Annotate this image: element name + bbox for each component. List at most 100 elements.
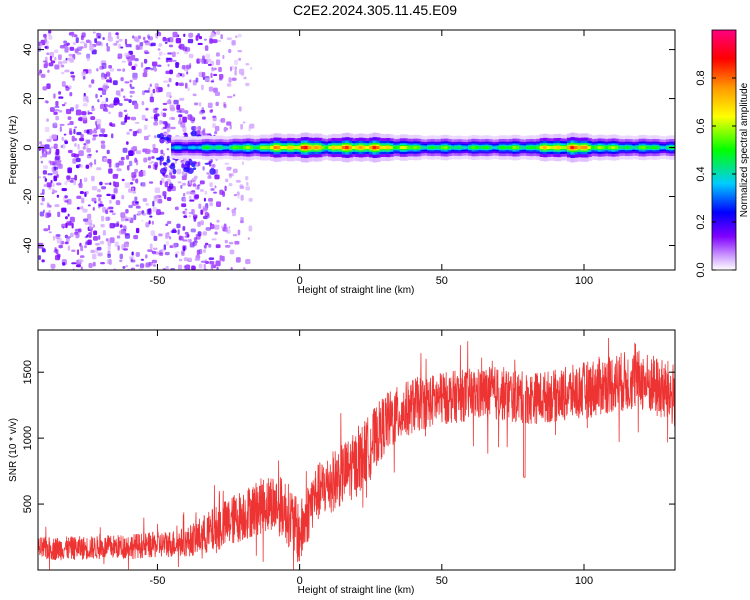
- spectrogram-noise-cell: [195, 255, 201, 260]
- spectrogram-noise-cell: [108, 162, 112, 168]
- spectrogram-noise-cell: [201, 129, 205, 135]
- spectrogram-ridge-cell: [253, 146, 258, 149]
- spectrogram-noise-cell: [159, 180, 163, 186]
- colorbar: 0.0 0.2 0.4 0.6 0.8 Normalized spectral ampl…: [695, 29, 750, 278]
- spectrogram-noise-cell: [74, 174, 77, 181]
- spectrogram-noise-cell: [71, 262, 77, 265]
- spectrogram-noise-cell: [184, 235, 190, 239]
- spectrogram-noise-cell: [198, 36, 203, 40]
- spectrogram-noise-cell: [69, 46, 75, 51]
- spectrogram-noise-cell: [134, 103, 139, 110]
- spectrogram-noise-cell: [154, 161, 159, 168]
- spectrogram-ridge-cell: [375, 145, 381, 150]
- spectrogram-noise-cell: [192, 93, 197, 97]
- spectrogram-noise-cell: [122, 265, 126, 269]
- spectrogram-noise-cell: [84, 245, 87, 249]
- spectrogram-noise-cell: [164, 251, 170, 256]
- spectrogram-noise-cell: [147, 208, 151, 214]
- spectrogram-noise-cell: [148, 134, 151, 137]
- spectrogram-noise-cell: [161, 127, 165, 130]
- spectrogram-ridge-cell: [215, 146, 221, 149]
- spectrogram-noise-cell: [111, 212, 116, 216]
- y-tick-label: 1500: [22, 360, 34, 384]
- spectrogram-noise-cell: [66, 220, 72, 226]
- spectrogram-noise-cell: [132, 35, 135, 39]
- spectrogram-ridge-cell: [526, 146, 531, 149]
- spectrogram-noise-cell: [181, 171, 185, 175]
- spectrogram-noise-cell: [102, 85, 108, 91]
- spectrogram-noise-cell: [102, 37, 105, 41]
- spectrogram-noise-cell: [240, 194, 244, 201]
- spectrogram-noise-cell: [160, 111, 163, 117]
- spectrogram-noise-cell: [87, 239, 92, 246]
- spectrogram-noise-cell: [183, 33, 186, 37]
- spectrogram-noise-cell: [210, 188, 215, 191]
- spectrogram-noise-cell: [170, 175, 176, 179]
- spectrogram-noise-cell: [101, 72, 105, 79]
- spectrogram-noise-cell: [183, 215, 187, 218]
- chart-title: C2E2.2024.305.11.45.E09: [293, 2, 457, 18]
- spectrogram-noise-cell: [165, 70, 171, 75]
- spectrogram-noise-cell: [113, 43, 118, 46]
- spectrogram-noise-cell: [96, 167, 102, 171]
- spectrogram-noise-cell: [69, 31, 75, 36]
- spectrogram-noise-cell: [168, 169, 173, 173]
- spectrogram-noise-cell: [139, 263, 145, 269]
- spectrogram-noise-cell: [48, 62, 54, 67]
- spectrogram-noise-cell: [224, 185, 227, 192]
- spectrogram-noise-cell: [75, 104, 78, 110]
- spectrogram-noise-cell: [210, 265, 214, 270]
- spectrogram-noise-cell: [80, 245, 84, 252]
- spectrogram-noise-cell: [154, 135, 157, 139]
- spectrogram-ridge-cell: [512, 146, 518, 149]
- spectrogram-noise-cell: [166, 158, 171, 164]
- spectrogram-noise-cell: [39, 69, 43, 74]
- spectrogram-ridge-cell: [171, 146, 176, 149]
- spectrogram-noise-cell: [67, 168, 71, 173]
- spectrogram-noise-cell: [100, 94, 103, 98]
- spectrogram-ridge-cell: [276, 145, 282, 150]
- spectrogram-noise-cell: [124, 182, 131, 189]
- spectrogram-ridge-cell: [546, 146, 552, 150]
- spectrogram-noise-cell: [45, 56, 48, 63]
- spectrogram-noise-cell: [166, 91, 172, 98]
- spectrogram-noise-cell: [167, 83, 170, 88]
- spectrogram-noise-cell: [231, 77, 237, 81]
- spectrogram-noise-cell: [193, 194, 199, 200]
- spectrogram-ridge-cell: [423, 146, 429, 149]
- spectrogram-ridge-cell: [386, 146, 391, 150]
- spectrogram-noise-cell: [118, 230, 125, 235]
- colorbar-tick-label: 0.4: [695, 166, 707, 181]
- spectrogram-noise-cell: [200, 260, 206, 263]
- spectrogram-noise-cell: [130, 54, 136, 61]
- spectrogram-noise-cell: [191, 190, 196, 193]
- spectrogram-noise-cell: [154, 187, 161, 194]
- spectrogram-noise-cell: [71, 135, 75, 142]
- spectrogram-ridge-cell: [208, 146, 214, 149]
- spectrogram-noise-cell: [51, 266, 54, 269]
- spectrogram-ridge-cell: [652, 146, 657, 149]
- spectrogram-noise-cell: [124, 38, 128, 45]
- spectrogram-noise-cell: [213, 73, 218, 77]
- spectrogram-noise-cell: [228, 173, 232, 179]
- spectrogram-noise-cell: [70, 71, 75, 75]
- spectrogram-noise-cell: [210, 80, 215, 83]
- spectrogram-noise-cell: [208, 257, 215, 260]
- spectrogram-ridge-cell: [529, 146, 535, 149]
- spectrogram-noise-cell: [143, 40, 149, 43]
- spectrogram-noise-cell: [107, 244, 111, 251]
- spectrogram-noise-cell: [171, 51, 176, 58]
- spectrogram-noise-cell: [109, 122, 113, 127]
- spectrogram-noise-cell: [151, 156, 155, 159]
- spectrogram-noise-cell: [61, 136, 65, 141]
- spectrogram-noise-cell: [189, 239, 192, 244]
- spectrogram-noise-cell: [144, 263, 150, 268]
- spectrogram-noise-cell: [239, 185, 245, 190]
- spectrogram-noise-cell: [51, 166, 55, 173]
- spectrogram-noise-cell: [81, 71, 86, 77]
- spectrogram-ridge-cell: [430, 146, 436, 149]
- spectrogram-noise-cell: [79, 255, 85, 258]
- spectrogram-ridge-cell: [478, 146, 483, 149]
- spectrogram-noise-cell: [88, 153, 92, 157]
- spectrogram-noise-cell: [240, 123, 243, 130]
